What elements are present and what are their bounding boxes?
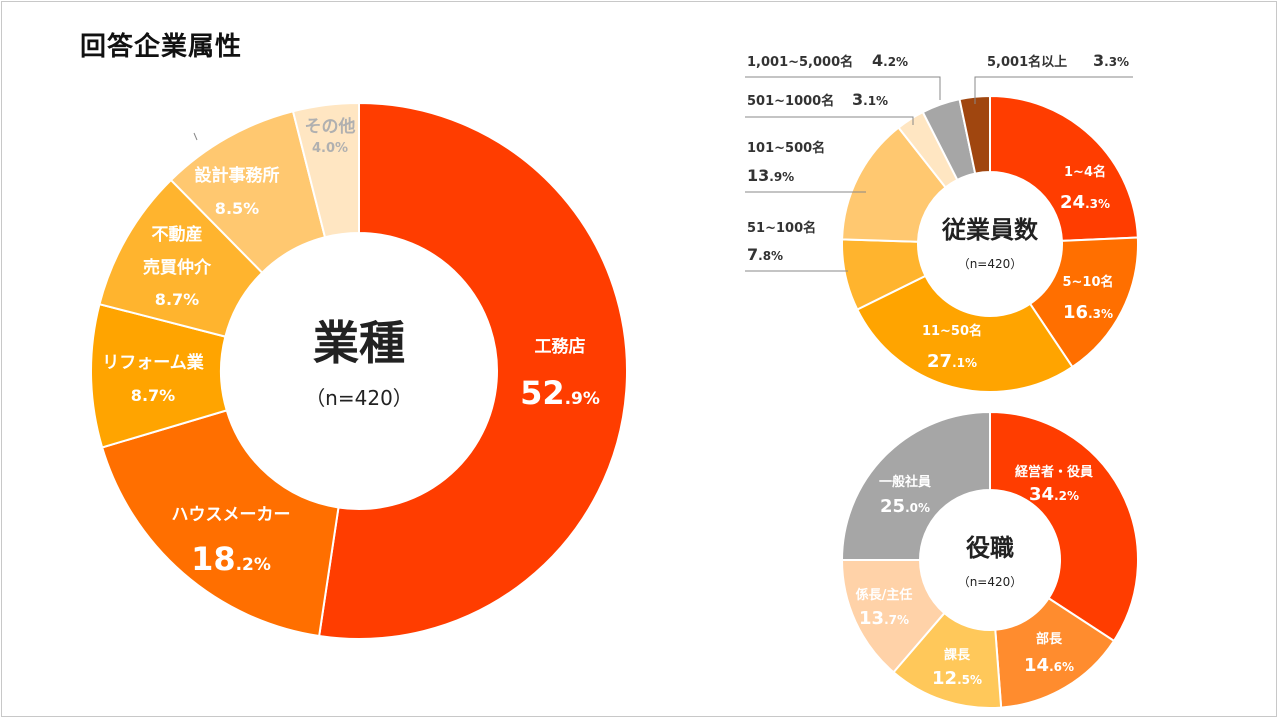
slice-label-0: 工務店 [535, 336, 586, 357]
slice-value-3: 13.7% [859, 608, 909, 629]
slice-label-6: 1,001~5,000名 [747, 54, 853, 70]
slice-label-3: 係長/主任 [856, 587, 913, 603]
slice-4 [840, 410, 991, 561]
slice-value-7: 3.3% [1093, 51, 1129, 70]
slice-value-2: 27.1% [927, 351, 977, 372]
slice-label-2: リフォーム業 [102, 352, 204, 373]
slice-2 [855, 274, 1074, 393]
center-subtitle: （n=420） [305, 386, 413, 410]
slice-0 [989, 410, 1139, 643]
slice-value-1: 14.6% [1024, 655, 1074, 676]
slice-label-0: 経営者・役員 [1015, 464, 1093, 480]
slice-label-4: 設計事務所 [195, 165, 280, 186]
slice-value-0: 52.9% [520, 374, 600, 412]
leader-line-7 [974, 76, 1133, 104]
center-title: 業種 [313, 316, 405, 370]
slice-label-0: 1~4名 [1064, 164, 1106, 180]
center-title: 役職 [966, 534, 1014, 562]
industry-donut-chart: 業種 （n=420） 工務店 52.9% ハウスメーカー 18.2% リフォーム業 8.7% 不… [90, 101, 629, 640]
slice-label-4: 一般社員 [879, 474, 931, 490]
center-title: 従業員数 [941, 216, 1039, 244]
slice-value-5: 4.0% [312, 141, 348, 156]
slice-value-4: 13.9% [747, 166, 794, 185]
slice-value-5: 3.1% [852, 90, 888, 109]
slice-label-3-line2: 売買仲介 [143, 257, 212, 278]
slice-value-1: 16.3% [1063, 302, 1113, 323]
slice-label-5: その他 [305, 116, 356, 137]
slice-value-1: 18.2% [191, 540, 271, 578]
slice-0 [317, 101, 629, 640]
leader-line-5 [745, 116, 914, 125]
center-subtitle: （n=420） [958, 257, 1023, 271]
label-leader-tick [193, 132, 198, 141]
slice-label-1: ハウスメーカー [172, 505, 291, 525]
slice-value-0: 34.2% [1029, 484, 1079, 505]
slice-label-2: 課長 [944, 647, 971, 663]
slice-value-2: 12.5% [932, 668, 982, 689]
slice-1 [100, 409, 340, 638]
center-subtitle: （n=420） [958, 575, 1023, 589]
slice-label-1: 部長 [1036, 631, 1063, 647]
slice-value-3: 7.8% [747, 245, 783, 264]
leader-line-6 [745, 76, 941, 100]
slice-label-1: 5~10名 [1062, 274, 1113, 290]
slice-label-3: 51~100名 [747, 220, 816, 236]
slice-label-7: 5,001名以上 [987, 54, 1067, 70]
employee-count-donut-chart: 従業員数 （n=420） 1~4名 24.3% 5~10名 16.3% 11~50名 27.1… [745, 51, 1139, 393]
slice-label-3: 不動産 [152, 224, 203, 245]
slice-7 [958, 94, 991, 175]
slice-value-4: 25.0% [880, 496, 930, 517]
slice-label-5: 501~1000名 [747, 93, 834, 109]
position-donut-chart: 役職 （n=420） 経営者・役員 34.2% 部長 14.6% 課長 12.5% 係長/主任 1… [840, 410, 1139, 709]
slice-value-4: 8.5% [215, 199, 259, 218]
slice-value-0: 24.3% [1060, 192, 1110, 213]
slice-label-4: 101~500名 [747, 140, 825, 156]
slice-value-2: 8.7% [131, 386, 175, 405]
slice-5 [291, 101, 360, 239]
slice-value-6: 4.2% [872, 51, 908, 70]
slice-label-2: 11~50名 [922, 323, 982, 339]
slice-0 [989, 94, 1139, 242]
slice-value-3: 8.7% [155, 290, 199, 309]
page-title: 回答企業属性 [80, 32, 243, 62]
